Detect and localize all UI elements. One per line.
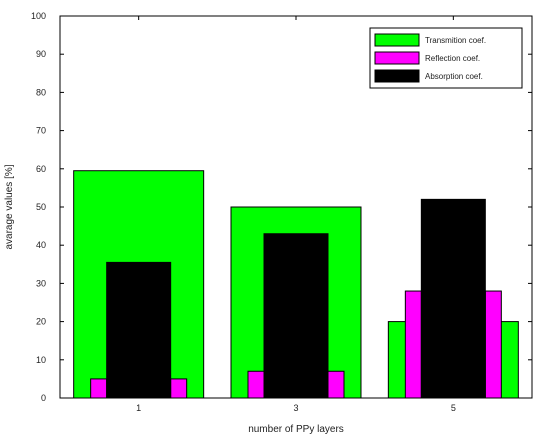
bar-absorption	[263, 233, 329, 399]
bar-absorption	[420, 198, 486, 399]
y-tick-label: 80	[36, 87, 46, 97]
y-tick-label: 30	[36, 278, 46, 288]
y-tick-label: 100	[31, 11, 46, 21]
y-axis-ticks: 0 10 20 30 40 50 60 70 80 90 100	[31, 11, 532, 403]
bar-reflection-left	[90, 378, 108, 399]
y-tick-label: 20	[36, 317, 46, 327]
x-axis-ticks: 1 3 5	[136, 16, 456, 413]
bar-absorption	[106, 261, 172, 399]
bar-reflection-left	[404, 290, 422, 399]
legend-entry-label: Transmition coef.	[425, 36, 486, 45]
bar-reflection-right	[327, 370, 345, 399]
y-tick-label: 10	[36, 355, 46, 365]
y-tick-label: 60	[36, 164, 46, 174]
y-axis-label: avarage values [%]	[4, 164, 15, 249]
y-tick-label: 70	[36, 126, 46, 136]
y-tick-label: 50	[36, 202, 46, 212]
legend-entry-label: Absorption coef.	[425, 72, 483, 81]
y-tick-label: 40	[36, 240, 46, 250]
y-tick-label: 0	[41, 393, 46, 403]
bars	[73, 170, 519, 399]
legend-swatch	[374, 33, 420, 47]
legend-swatch	[374, 51, 420, 65]
bar-reflection-left	[247, 370, 265, 399]
legend: Transmition coef. Reflection coef. Absorpt…	[369, 27, 523, 89]
bar-reflection-right	[484, 290, 502, 399]
bar-reflection-right	[170, 378, 188, 399]
x-tick-label: 3	[293, 403, 298, 413]
legend-entry-label: Reflection coef.	[425, 54, 480, 63]
x-axis-label: number of PPy layers	[248, 424, 344, 435]
y-tick-label: 90	[36, 49, 46, 59]
x-tick-label: 1	[136, 403, 141, 413]
legend-swatch	[374, 69, 420, 83]
x-tick-label: 5	[451, 403, 456, 413]
